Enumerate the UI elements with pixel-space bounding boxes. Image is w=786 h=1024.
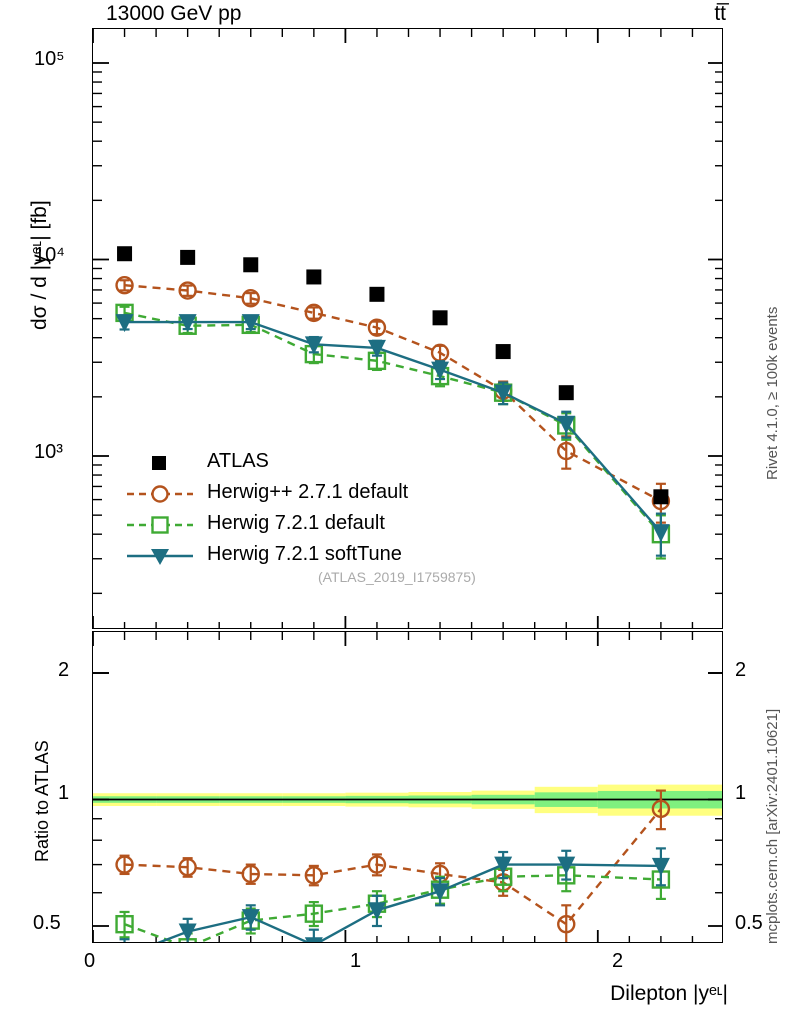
main-plot-svg: [93, 29, 722, 628]
ratio-y-tick-05-left: 0.5: [33, 912, 61, 934]
legend-key-atlas: [152, 456, 166, 470]
ratio-plot-svg: [93, 632, 722, 942]
analysis-id-watermark: (ATLAS_2019_I1759875): [318, 569, 476, 585]
legend-key-herwig-721-default: [127, 516, 193, 534]
legend-label-herwigpp-271-default: Herwig++ 2.7.1 default: [207, 481, 409, 503]
x-tick-2: 2: [612, 950, 624, 972]
ratio-y-tick-05-right: 0.5: [735, 912, 763, 934]
legend-item-herwigpp-271-default[interactable]: Herwig++ 2.7.1 default: [125, 478, 455, 509]
ratio-y-tick-2-left: 2: [58, 659, 70, 681]
legend-label-atlas: ATLAS: [207, 450, 269, 472]
ratio-plot-panel[interactable]: [92, 631, 723, 943]
legend-item-herwig-721-default[interactable]: Herwig 7.2.1 default: [125, 509, 455, 540]
ratio-y-tick-1-right: 1: [735, 782, 747, 804]
legend-item-herwig-721-softtune[interactable]: Herwig 7.2.1 softTune: [125, 540, 455, 571]
header-left: 13000 GeV pp: [106, 2, 242, 25]
x-tick-0: 0: [84, 950, 96, 972]
x-tick-1: 1: [350, 950, 362, 972]
y-tick-1e4: 10⁴: [34, 244, 65, 266]
header-right: tt̅: [714, 2, 726, 25]
legend-item-atlas[interactable]: ATLAS: [125, 447, 455, 478]
mcplots-source-label: mcplots.cern.ch [arXiv:2401.10621]: [764, 708, 781, 944]
x-axis-label: Dilepton |yᵉᶫ|: [610, 982, 728, 1005]
rivet-version-label: Rivet 4.1.0, ≥ 100k events: [764, 306, 781, 480]
y-tick-1e5: 10⁵: [34, 48, 65, 70]
ratio-y-tick-1-left: 1: [58, 782, 70, 804]
legend-label-herwig-721-default: Herwig 7.2.1 default: [207, 512, 385, 534]
y-tick-1e3: 10³: [34, 441, 63, 463]
ratio-y-axis-label: Ratio to ATLAS: [32, 740, 52, 862]
legend-key-herwig-721-softtune: [127, 549, 193, 565]
legend: ATLAS Herwig++ 2.7.1 default Herwig 7.2.…: [125, 447, 455, 571]
legend-key-herwigpp-271-default: [127, 485, 193, 503]
main-plot-panel[interactable]: [92, 28, 723, 629]
legend-label-herwig-721-softtune: Herwig 7.2.1 softTune: [207, 543, 402, 565]
ratio-y-tick-2-right: 2: [735, 659, 747, 681]
